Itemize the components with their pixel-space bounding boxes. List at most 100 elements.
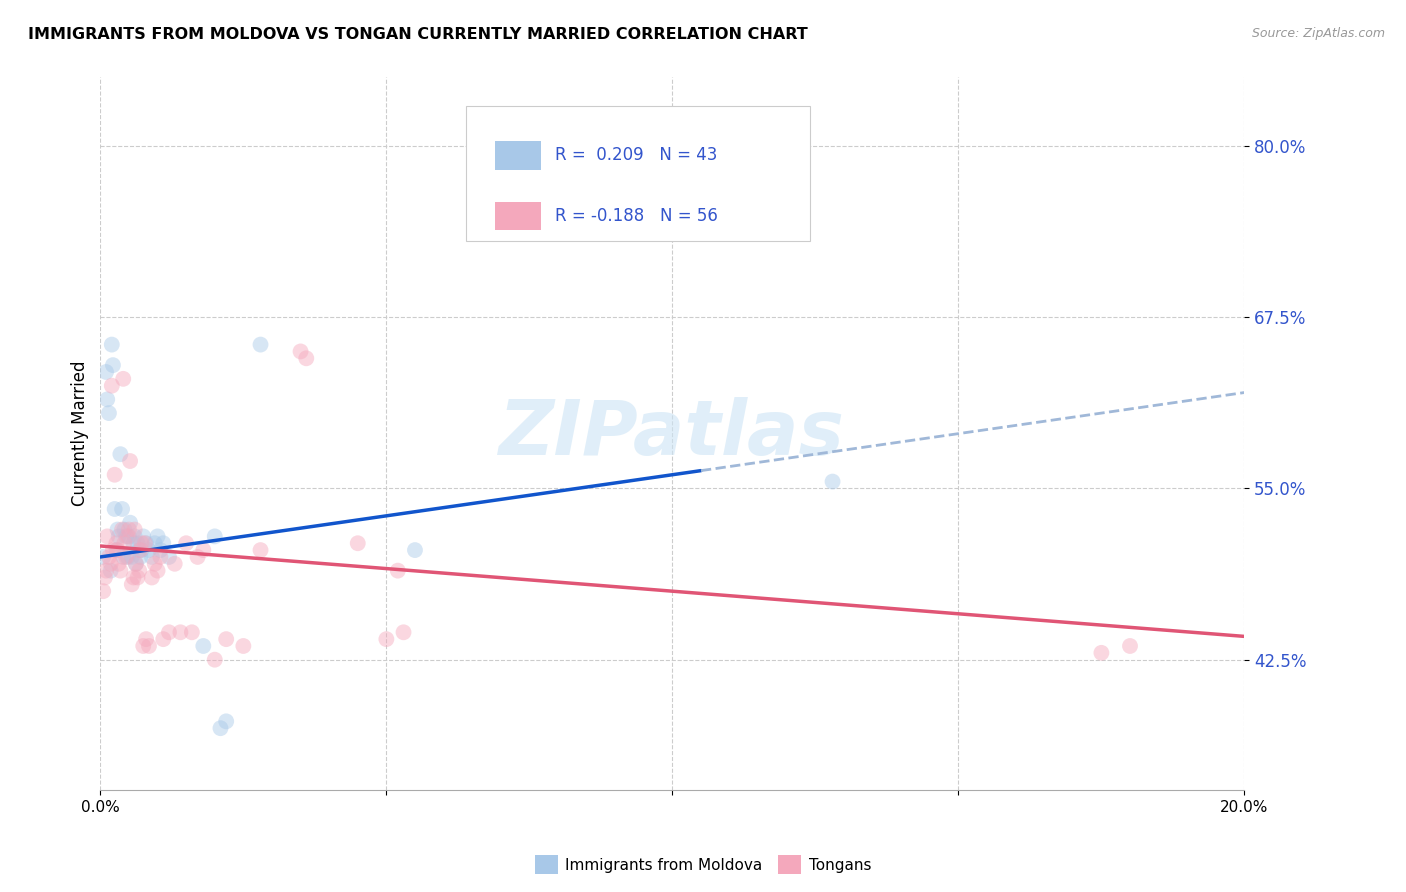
Point xyxy=(138,639,160,653)
Point xyxy=(404,543,426,558)
Point xyxy=(149,543,172,558)
Point xyxy=(96,392,118,407)
Point xyxy=(1119,639,1142,653)
Point xyxy=(146,564,169,578)
Point xyxy=(125,557,148,571)
Point xyxy=(127,536,149,550)
Point xyxy=(105,536,128,550)
Point xyxy=(129,543,152,558)
Point xyxy=(290,344,312,359)
Point xyxy=(141,570,163,584)
Point xyxy=(174,536,197,550)
Text: ZIPatlas: ZIPatlas xyxy=(499,397,845,471)
Point xyxy=(121,577,143,591)
Point xyxy=(121,549,143,564)
Point xyxy=(135,632,157,647)
Point xyxy=(120,516,142,530)
Point xyxy=(110,447,132,461)
Point xyxy=(157,549,180,564)
Point xyxy=(111,523,134,537)
Text: R =  0.209   N = 43: R = 0.209 N = 43 xyxy=(554,146,717,164)
Point xyxy=(94,570,117,584)
Point xyxy=(821,475,844,489)
Point xyxy=(122,536,145,550)
Point xyxy=(125,557,148,571)
Point xyxy=(143,536,166,550)
Point xyxy=(100,564,122,578)
Point xyxy=(232,639,254,653)
Legend: Immigrants from Moldova, Tongans: Immigrants from Moldova, Tongans xyxy=(529,849,877,880)
Point xyxy=(96,529,118,543)
Point xyxy=(118,529,141,543)
Point xyxy=(118,523,141,537)
FancyBboxPatch shape xyxy=(495,202,541,230)
Point xyxy=(107,523,129,537)
Point xyxy=(94,365,117,379)
Point xyxy=(128,543,150,558)
Point xyxy=(129,549,152,564)
Point xyxy=(91,549,114,564)
Text: Source: ZipAtlas.com: Source: ZipAtlas.com xyxy=(1251,27,1385,40)
Point xyxy=(157,625,180,640)
Point xyxy=(94,564,117,578)
Point xyxy=(209,721,232,735)
Point xyxy=(107,529,129,543)
Point xyxy=(101,378,124,392)
Point xyxy=(1090,646,1112,660)
Point xyxy=(387,564,409,578)
Point xyxy=(101,543,124,558)
Point xyxy=(117,529,139,543)
FancyBboxPatch shape xyxy=(467,106,810,242)
Point xyxy=(135,536,157,550)
Point xyxy=(375,632,398,647)
Point xyxy=(124,529,146,543)
Point xyxy=(111,502,134,516)
Point xyxy=(392,625,415,640)
Point xyxy=(163,557,186,571)
Point xyxy=(193,639,215,653)
Point xyxy=(104,502,127,516)
Point xyxy=(132,639,155,653)
Point xyxy=(346,536,368,550)
Point xyxy=(204,529,226,543)
Point xyxy=(122,570,145,584)
Point xyxy=(141,549,163,564)
Point xyxy=(215,632,238,647)
Point xyxy=(112,372,135,386)
Text: R = -0.188   N = 56: R = -0.188 N = 56 xyxy=(554,207,717,225)
Point xyxy=(295,351,318,366)
Point xyxy=(138,543,160,558)
Point xyxy=(249,337,271,351)
Point xyxy=(107,557,129,571)
FancyBboxPatch shape xyxy=(495,141,541,169)
Point xyxy=(215,714,238,729)
Point xyxy=(120,454,142,468)
Point xyxy=(115,529,138,543)
Point xyxy=(101,358,124,372)
Y-axis label: Currently Married: Currently Married xyxy=(72,361,89,507)
Point xyxy=(169,625,191,640)
Point xyxy=(97,549,120,564)
Point xyxy=(112,536,135,550)
Point xyxy=(91,584,114,599)
Point xyxy=(146,529,169,543)
Point xyxy=(128,564,150,578)
Text: IMMIGRANTS FROM MOLDOVA VS TONGAN CURRENTLY MARRIED CORRELATION CHART: IMMIGRANTS FROM MOLDOVA VS TONGAN CURREN… xyxy=(28,27,808,42)
Point xyxy=(104,467,127,482)
Point xyxy=(134,536,156,550)
Point xyxy=(105,543,128,558)
Point xyxy=(143,557,166,571)
Point xyxy=(193,543,215,558)
Point xyxy=(187,549,209,564)
Point xyxy=(112,549,135,564)
Point xyxy=(204,653,226,667)
Point xyxy=(132,529,155,543)
Point xyxy=(249,543,271,558)
Point xyxy=(131,543,153,558)
Point xyxy=(112,523,135,537)
Point xyxy=(180,625,202,640)
Point xyxy=(100,557,122,571)
Point xyxy=(110,564,132,578)
Point xyxy=(149,549,172,564)
Point xyxy=(152,632,174,647)
